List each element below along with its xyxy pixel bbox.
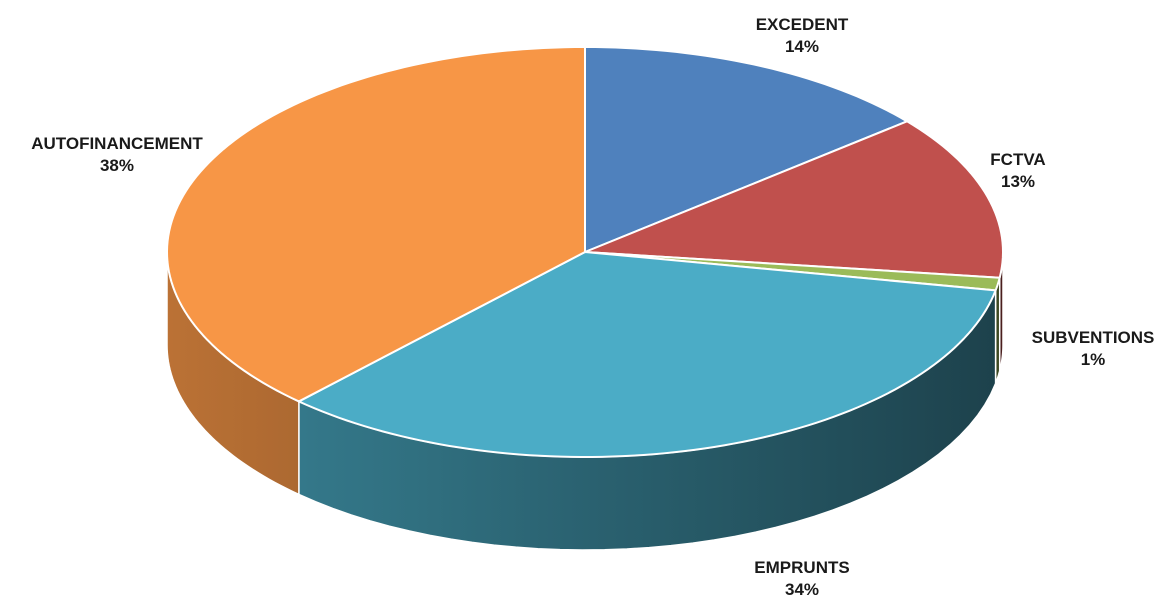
label-emprunts: EMPRUNTS 34% <box>754 557 849 601</box>
label-excedent: EXCEDENT 14% <box>756 14 849 58</box>
label-autofinancement-percent: 38% <box>99 156 135 175</box>
label-fctva-percent: 13% <box>1000 172 1036 191</box>
slice-fctva <box>584 120 1004 279</box>
label-emprunts-name: EMPRUNTS <box>754 558 850 577</box>
label-subventions-name: SUBVENTIONS <box>1031 328 1155 347</box>
slice-autofinancement <box>166 46 586 403</box>
label-autofinancement: AUTOFINANCEMENT 38% <box>31 133 203 177</box>
label-emprunts-percent: 34% <box>784 580 820 599</box>
slice-emprunts <box>297 251 997 458</box>
slice-excedent <box>584 46 909 253</box>
pie-top-faces <box>166 46 1004 458</box>
label-subventions-percent: 1% <box>1080 350 1106 369</box>
label-fctva: FCTVA 13% <box>990 149 1045 193</box>
label-subventions: SUBVENTIONS 1% <box>1032 327 1155 371</box>
label-fctva-name: FCTVA <box>990 150 1046 169</box>
label-excedent-name: EXCEDENT <box>755 15 849 34</box>
label-autofinancement-name: AUTOFINANCEMENT <box>31 134 203 153</box>
label-excedent-percent: 14% <box>784 37 820 56</box>
